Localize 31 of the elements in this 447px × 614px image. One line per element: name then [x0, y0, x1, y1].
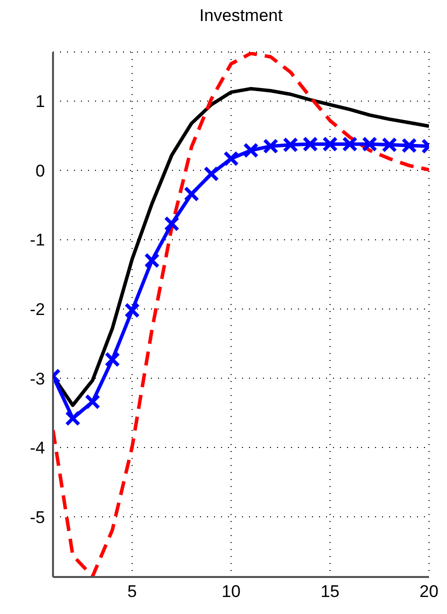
y-tick-label: -5 [30, 508, 45, 527]
point [243, 142, 259, 158]
point [104, 352, 120, 368]
point [302, 136, 318, 152]
point [124, 302, 140, 318]
point [84, 394, 100, 410]
x-tick-label: 5 [127, 582, 137, 602]
y-tick-label: -2 [30, 300, 45, 319]
point [401, 138, 417, 154]
chart-title: Investment [198, 6, 284, 26]
point [223, 150, 239, 166]
x-tick-label: 15 [320, 582, 340, 602]
point [204, 166, 220, 182]
line-series [53, 52, 429, 577]
point [282, 137, 298, 153]
x-tick-label: 10 [222, 582, 241, 602]
point [382, 137, 398, 153]
point [65, 410, 81, 426]
y-tick-label: -4 [30, 438, 45, 458]
point [164, 216, 180, 232]
point [362, 136, 378, 152]
y-tick-label: -1 [30, 230, 45, 250]
point [184, 186, 200, 202]
x-tick-label: 20 [420, 582, 438, 602]
y-tick-label: -3 [30, 369, 45, 388]
point [342, 136, 358, 152]
y-tick-label: 0 [36, 161, 45, 180]
y-tick-label: 1 [36, 92, 45, 112]
point [322, 136, 338, 152]
point [262, 138, 278, 154]
point [144, 252, 160, 268]
